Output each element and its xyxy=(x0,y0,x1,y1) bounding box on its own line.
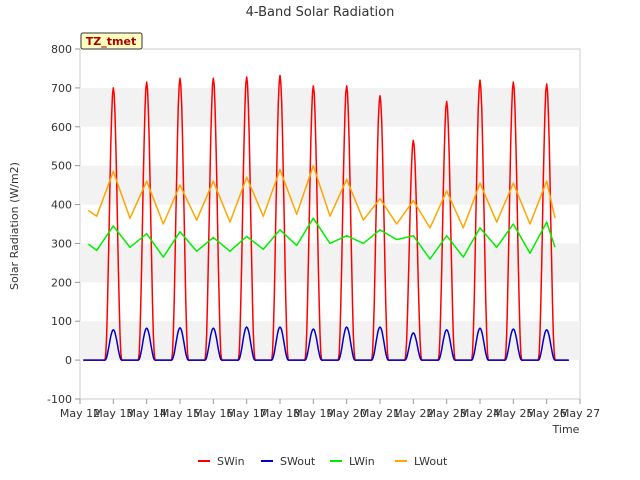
x-tick-label: May 17 xyxy=(227,407,267,420)
y-tick-label: 400 xyxy=(51,199,72,212)
y-tick-label: -100 xyxy=(47,393,72,406)
x-tick-label: May 23 xyxy=(427,407,467,420)
x-tick-label: May 25 xyxy=(493,407,533,420)
x-tick-label: May 16 xyxy=(193,407,233,420)
grid-bands xyxy=(80,87,580,361)
grid-band xyxy=(80,87,580,127)
series-line-lwin xyxy=(87,217,556,260)
x-tick-label: May 13 xyxy=(93,407,133,420)
grid-band xyxy=(80,165,580,205)
legend-label-lwout: LWout xyxy=(414,455,448,468)
x-tick-label: May 12 xyxy=(60,407,100,420)
y-tick-label: 800 xyxy=(51,43,72,56)
y-tick-label: 500 xyxy=(51,160,72,173)
y-tick-label: 300 xyxy=(51,237,72,250)
x-tick-label: May 14 xyxy=(127,407,167,420)
x-tick-label: May 26 xyxy=(527,407,567,420)
x-tick-label: May 18 xyxy=(260,407,300,420)
x-tick-label: May 19 xyxy=(293,407,333,420)
legend-label-lwin: LWin xyxy=(349,455,375,468)
x-tick-label: May 21 xyxy=(360,407,400,420)
series-lines xyxy=(83,74,570,361)
x-axis-label: Time xyxy=(552,423,580,436)
legend: SWin SWout LWin LWout xyxy=(198,455,448,468)
series-line-lwout xyxy=(87,164,556,229)
grid-band xyxy=(80,243,580,283)
series-line-swout xyxy=(83,326,570,361)
x-tick-label: May 24 xyxy=(460,407,500,420)
x-tick-label: May 22 xyxy=(393,407,433,420)
legend-label-swin: SWin xyxy=(217,455,245,468)
y-tick-label: 100 xyxy=(51,315,72,328)
y-tick-label: 0 xyxy=(65,354,72,367)
x-tick-label: May 20 xyxy=(327,407,367,420)
y-axis: -100 0 100 200 300 400 500 600 700 800 xyxy=(47,43,80,406)
grid-band xyxy=(80,321,580,361)
y-tick-label: 700 xyxy=(51,82,72,95)
annotation-badge: TZ_tmet xyxy=(80,32,143,50)
chart-title: 4-Band Solar Radiation xyxy=(246,5,395,20)
legend-label-swout: SWout xyxy=(280,455,316,468)
annotation-label: TZ_tmet xyxy=(86,35,136,48)
x-tick-label: May 27 xyxy=(560,407,600,420)
x-tick-label: May 15 xyxy=(160,407,200,420)
y-axis-label: Solar Radiation (W/m2) xyxy=(8,162,21,290)
y-tick-label: 200 xyxy=(51,276,72,289)
y-tick-label: 600 xyxy=(51,121,72,134)
